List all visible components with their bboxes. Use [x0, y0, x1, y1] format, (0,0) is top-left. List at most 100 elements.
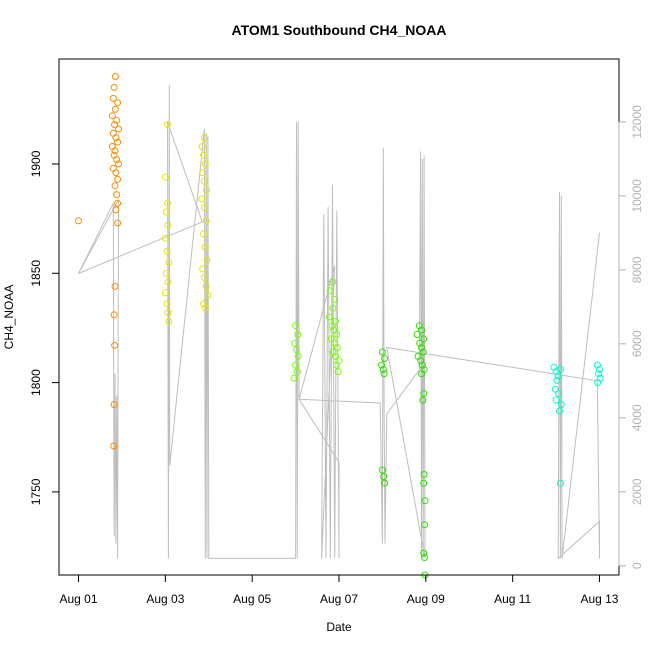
data-point [114, 175, 122, 183]
data-point [554, 372, 562, 380]
data-point [417, 357, 425, 365]
data-point [200, 230, 208, 238]
data-point [556, 407, 563, 415]
data-point [110, 442, 118, 450]
data-point [113, 156, 121, 164]
y2-tick-label: 6000 [630, 330, 644, 357]
data-point [550, 363, 558, 371]
data-point [381, 479, 389, 487]
data-point [292, 322, 300, 330]
data-point [200, 274, 208, 282]
data-point [200, 177, 208, 185]
data-point [294, 352, 302, 360]
x-tick-label: Aug 03 [146, 592, 184, 606]
data-point [199, 265, 207, 273]
x-tick-label: Aug 01 [60, 592, 98, 606]
data-point [556, 366, 564, 373]
data-point [413, 331, 421, 338]
data-point [333, 331, 341, 338]
data-point [201, 160, 209, 168]
data-point [199, 169, 207, 177]
data-point [418, 361, 426, 369]
x-tick-label: Aug 11 [494, 592, 531, 606]
data-point [333, 344, 341, 352]
y-tick-label: 1900 [29, 150, 43, 177]
data-point [162, 208, 170, 216]
data-point [109, 94, 117, 102]
data-point [163, 300, 171, 308]
data-point [415, 322, 423, 330]
data-point [161, 289, 169, 297]
y-tick-label: 1850 [29, 260, 43, 287]
data-point [420, 549, 428, 557]
data-point [594, 379, 602, 387]
data-point [332, 352, 339, 360]
data-point [75, 217, 82, 225]
data-point [294, 331, 302, 338]
data-point [165, 258, 173, 266]
data-point [332, 361, 340, 369]
y2-tick-label: 10000 [630, 179, 644, 213]
data-point [111, 105, 119, 113]
data-point [164, 121, 171, 129]
data-point [203, 256, 211, 264]
data-point [421, 497, 429, 505]
data-point [418, 370, 425, 378]
y2-tick-label: 0 [630, 562, 644, 569]
data-point [420, 390, 428, 397]
data-point [419, 348, 427, 356]
data-point [108, 112, 116, 120]
data-point [201, 304, 209, 312]
points-layer [75, 73, 604, 579]
data-point [111, 121, 119, 129]
data-point [291, 339, 299, 347]
y2-tick-label: 8000 [630, 256, 644, 283]
data-point [327, 335, 335, 343]
data-point [418, 326, 425, 334]
data-point [557, 401, 565, 408]
data-point [115, 160, 122, 168]
data-point [552, 368, 560, 376]
data-point [204, 291, 212, 299]
data-point [110, 401, 118, 408]
data-point [111, 282, 119, 290]
data-point [114, 219, 122, 227]
data-point [290, 374, 298, 382]
data-point [552, 396, 560, 404]
data-point [203, 186, 211, 194]
data-point [161, 173, 169, 181]
data-point [593, 361, 601, 369]
data-point [416, 339, 424, 347]
y-tick-label: 1800 [29, 369, 43, 396]
data-point [200, 300, 208, 308]
altitude-trace-line [77, 84, 600, 560]
data-point [162, 269, 170, 277]
data-point [420, 479, 428, 487]
x-tick-label: Aug 07 [320, 592, 358, 606]
data-point [200, 134, 208, 142]
data-point [292, 361, 300, 369]
data-point [110, 83, 118, 91]
data-point [164, 221, 172, 229]
data-point [201, 243, 209, 251]
data-point [111, 73, 119, 80]
data-point [112, 134, 120, 142]
data-point [421, 521, 428, 529]
x-tick-label: Aug 05 [233, 592, 271, 606]
data-point [419, 396, 427, 404]
data-point [381, 355, 389, 362]
data-point [378, 466, 386, 474]
data-point [378, 361, 385, 369]
data-point [328, 322, 336, 330]
y2-tick-label: 2000 [630, 478, 644, 505]
data-point [202, 217, 210, 225]
data-point [165, 317, 173, 325]
data-point [293, 346, 300, 354]
data-point [114, 199, 122, 207]
data-point [198, 143, 206, 150]
data-point [332, 317, 339, 325]
data-point [556, 479, 564, 487]
data-point [326, 287, 334, 295]
data-point [111, 147, 119, 155]
